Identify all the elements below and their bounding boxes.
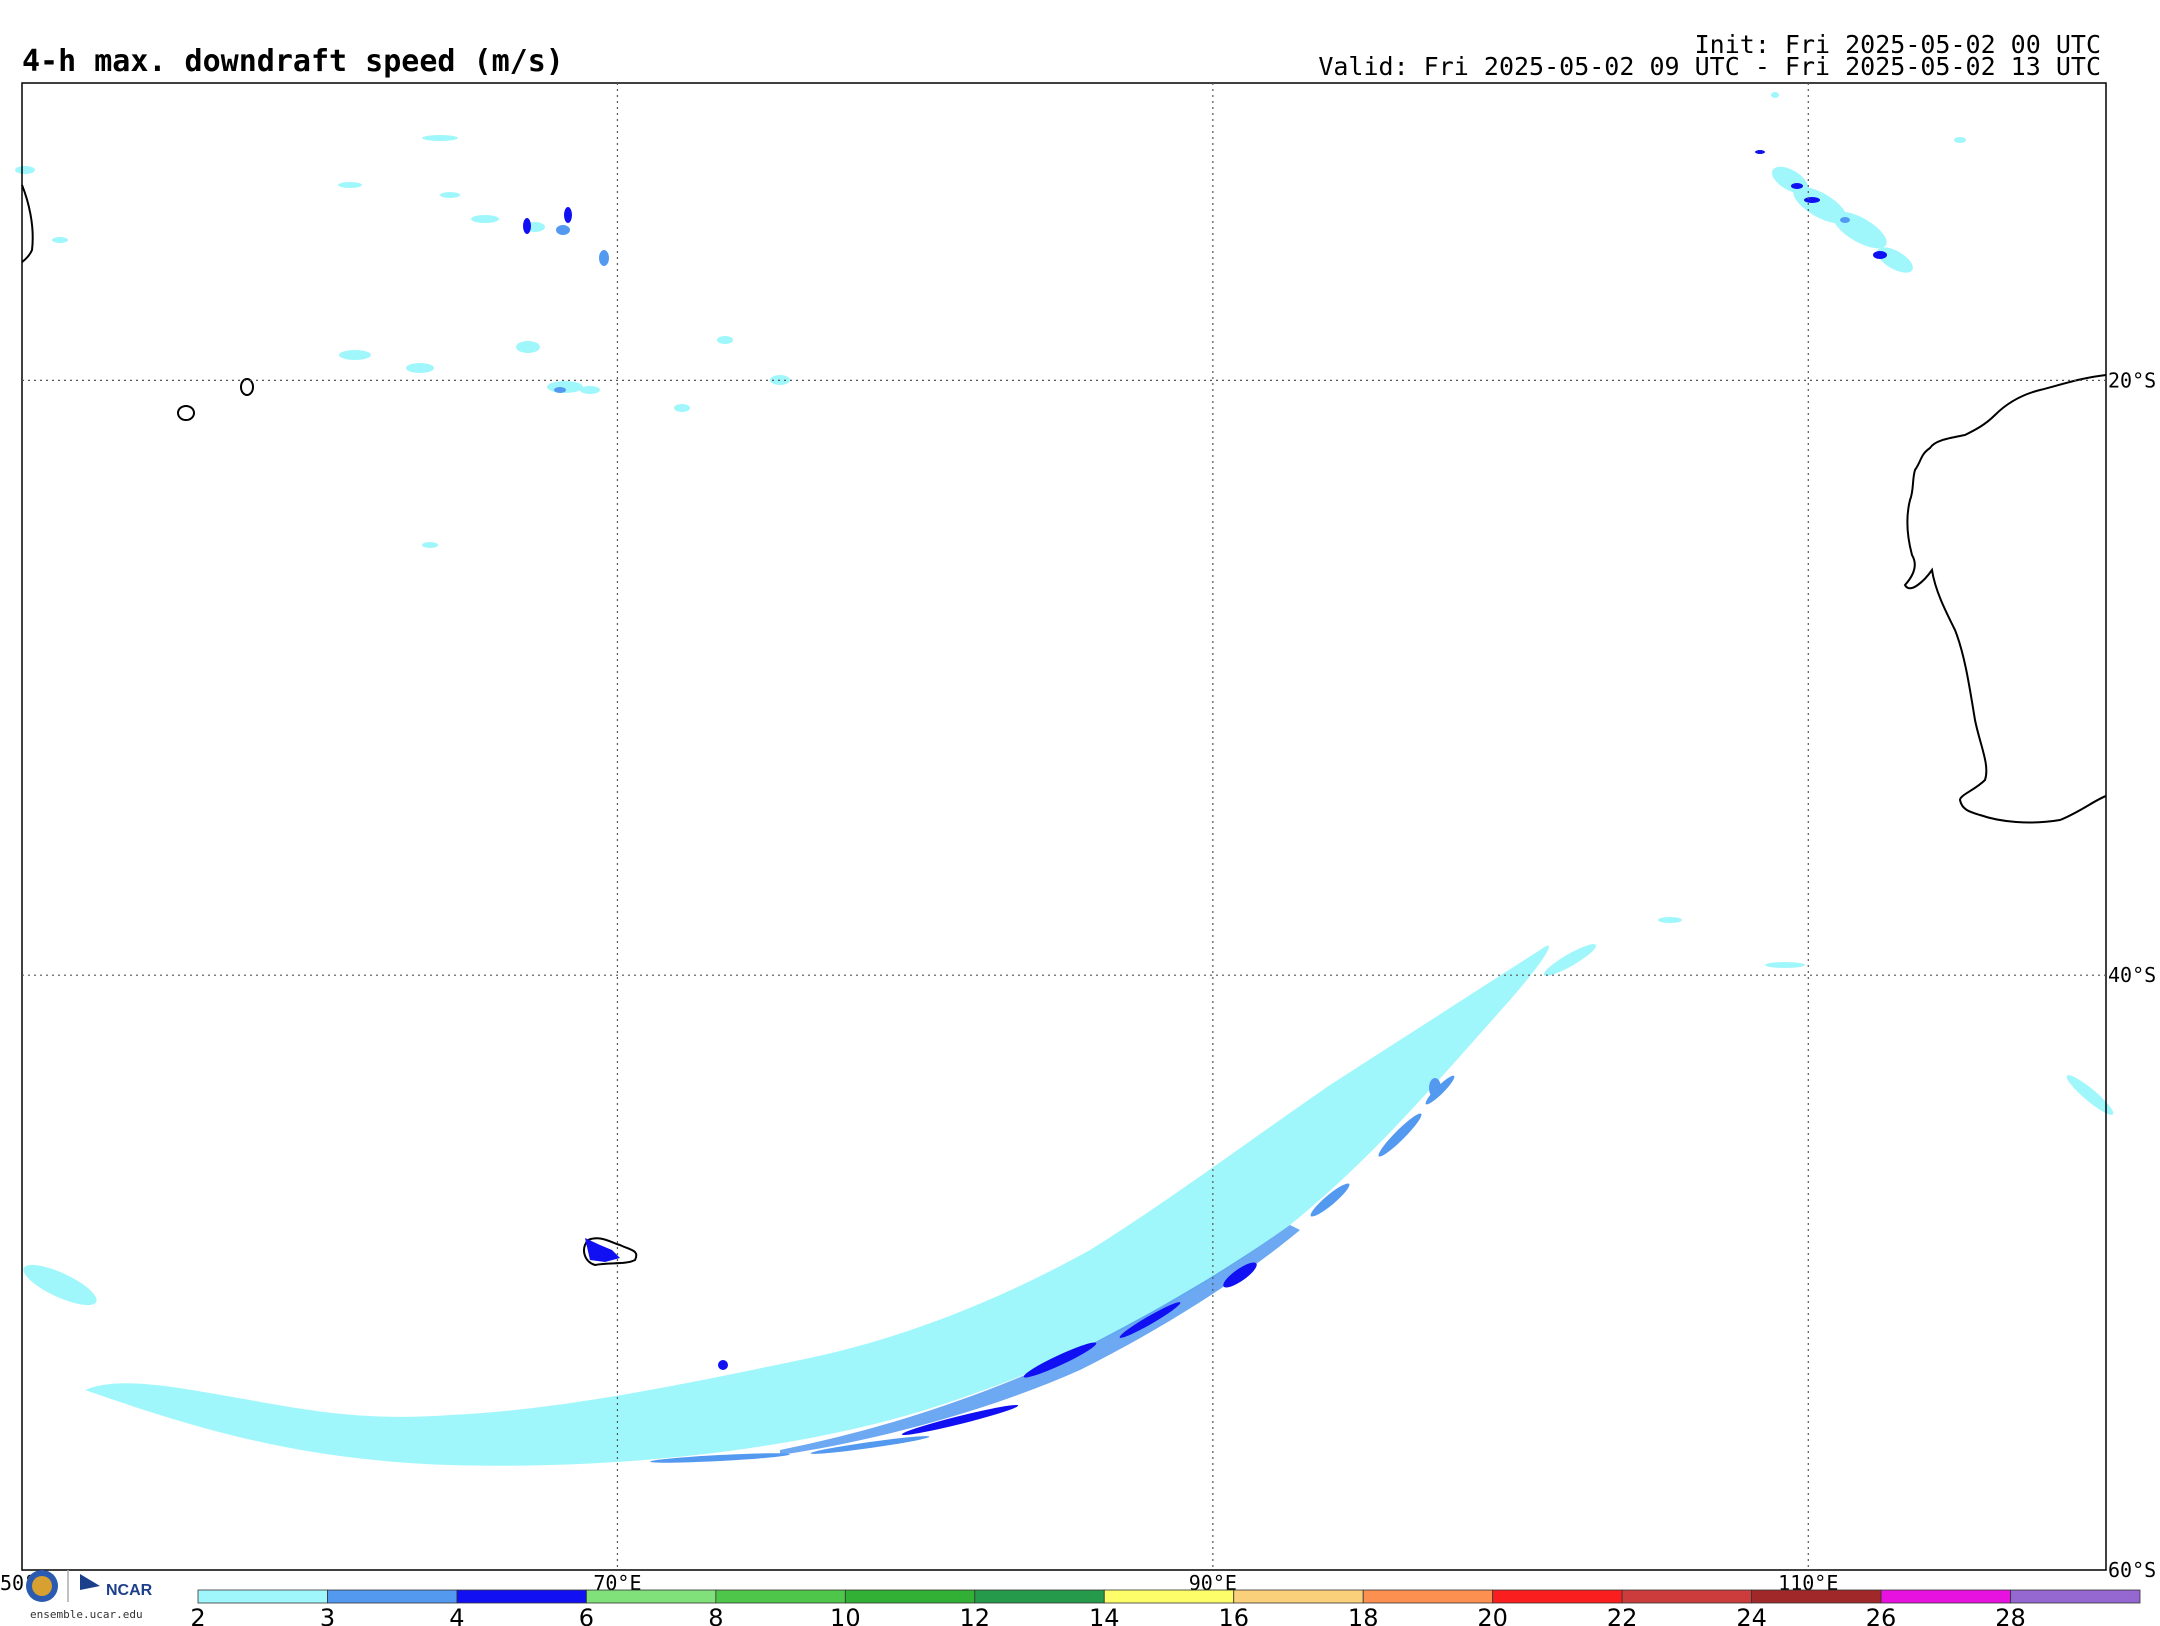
kerguelen-islands	[585, 1238, 620, 1262]
colorbar-swatch	[1492, 1589, 1623, 1604]
init-time: Init: Fri 2025-05-02 00 UTC	[1694, 30, 2101, 59]
colorbar-swatch	[1751, 1589, 1882, 1604]
colorbar-swatch	[2010, 1589, 2141, 1604]
colorbar-label: 24	[1736, 1604, 1767, 1626]
colorbar-label: 10	[830, 1604, 861, 1626]
colorbar-label: 6	[579, 1604, 594, 1626]
valid-time: Valid: Fri 2025-05-02 09 UTC - Fri 2025-…	[1318, 52, 2101, 81]
lat-label-20: 20°S	[2108, 368, 2156, 392]
colorbar-swatch	[844, 1589, 976, 1604]
colorbar-swatch	[715, 1589, 846, 1604]
colorbar-swatch	[1233, 1589, 1364, 1604]
ncar-logo: NCAR ensemble.ucar.edu	[20, 1566, 170, 1622]
colorbar-swatch	[1362, 1589, 1494, 1604]
coastlines	[21, 184, 2107, 1267]
colorbar-label: 3	[320, 1604, 335, 1626]
ncar-label: NCAR	[106, 1582, 153, 1599]
colorbar-label: 16	[1218, 1604, 1249, 1626]
colorbar-swatch	[1880, 1589, 2011, 1604]
lat-label-40: 40°S	[2108, 963, 2156, 987]
colorbar-label: 22	[1607, 1604, 1638, 1626]
colorbar-label: 2	[190, 1604, 205, 1626]
colorbar-label: 4	[449, 1604, 464, 1626]
downdraft-field-northeast	[1755, 92, 1966, 273]
lat-label-60: 60°S	[2108, 1558, 2156, 1582]
colorbar-label: 8	[708, 1604, 723, 1626]
colorbar-swatch	[456, 1589, 587, 1604]
nsf-logo-icon	[26, 1570, 100, 1602]
colorbar-swatch	[974, 1589, 1105, 1604]
colorbar-label: 14	[1089, 1604, 1120, 1626]
colorbar-swatch	[1621, 1589, 1752, 1604]
colorbar-label: 20	[1477, 1604, 1508, 1626]
colorbar-swatch	[586, 1589, 717, 1604]
logo-url: ensemble.ucar.edu	[30, 1608, 143, 1621]
colorbar-label: 26	[1866, 1604, 1897, 1626]
downdraft-band-south	[23, 917, 2114, 1466]
axis-labels: 50°E 70°E 90°E 110°E20°S40°S60°S	[0, 368, 2156, 1595]
map-title: 4-h max. downdraft speed (m/s)	[22, 44, 564, 79]
colorbar-swatch	[1103, 1589, 1235, 1604]
colorbar: 2 3 4 6 8 10 12 14 16 18 20 22 24 26 28	[190, 1589, 2141, 1626]
gridlines	[22, 83, 2106, 1570]
colorbar-label: 18	[1348, 1604, 1379, 1626]
map-frame	[21, 82, 2107, 1571]
colorbar-swatch	[327, 1589, 458, 1604]
colorbar-swatch	[197, 1589, 328, 1604]
downdraft-field-northwest	[15, 135, 790, 548]
colorbar-label: 28	[1995, 1604, 2026, 1626]
colorbar-label: 12	[960, 1604, 991, 1626]
